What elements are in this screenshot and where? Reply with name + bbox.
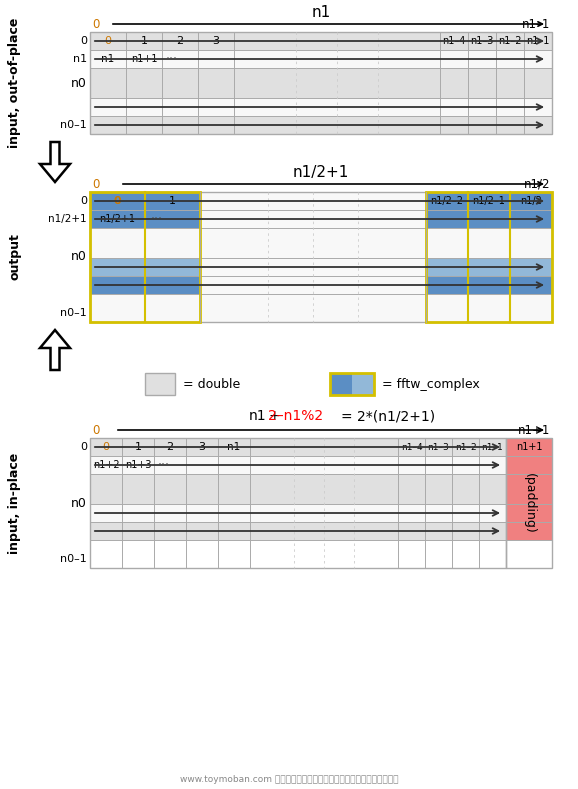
Bar bbox=[506, 438, 552, 568]
Text: 1: 1 bbox=[140, 36, 147, 46]
Bar bbox=[426, 192, 552, 322]
Text: = fftw_complex: = fftw_complex bbox=[382, 377, 480, 391]
Bar bbox=[90, 474, 506, 504]
Bar bbox=[90, 522, 506, 540]
Bar bbox=[330, 373, 374, 395]
Bar bbox=[90, 210, 200, 228]
Text: n0–1: n0–1 bbox=[60, 308, 87, 318]
Text: www.toymoban.com 网络图片仅供展示，非存储，如有侵权请联系删除。: www.toymoban.com 网络图片仅供展示，非存储，如有侵权请联系删除。 bbox=[180, 775, 398, 783]
Bar bbox=[90, 228, 200, 258]
Bar bbox=[506, 438, 552, 456]
Polygon shape bbox=[40, 142, 70, 182]
Text: n1: n1 bbox=[101, 54, 114, 64]
Bar bbox=[145, 373, 175, 395]
Text: (padding): (padding) bbox=[523, 473, 535, 533]
Text: n1+3: n1+3 bbox=[125, 460, 151, 470]
Text: 0: 0 bbox=[92, 424, 99, 436]
Text: n1–4: n1–4 bbox=[401, 443, 423, 451]
Bar bbox=[90, 192, 200, 210]
Text: 1: 1 bbox=[135, 442, 142, 452]
Text: output: output bbox=[9, 234, 21, 280]
Bar bbox=[90, 276, 200, 294]
Text: n0: n0 bbox=[71, 250, 87, 264]
Text: 0: 0 bbox=[92, 17, 99, 31]
Bar bbox=[90, 116, 552, 134]
Text: n1–4: n1–4 bbox=[442, 36, 466, 46]
Text: n1: n1 bbox=[312, 5, 331, 20]
Bar bbox=[90, 192, 552, 322]
Text: n1/2: n1/2 bbox=[524, 178, 550, 190]
Text: 0: 0 bbox=[105, 36, 112, 46]
Text: n1: n1 bbox=[227, 442, 240, 452]
Text: n1/2: n1/2 bbox=[520, 196, 542, 206]
Bar bbox=[90, 504, 506, 522]
Text: 0: 0 bbox=[114, 196, 121, 206]
Text: n1–2: n1–2 bbox=[498, 36, 522, 46]
Bar bbox=[426, 228, 552, 258]
Text: n1–2: n1–2 bbox=[455, 443, 476, 451]
Text: n0: n0 bbox=[71, 77, 87, 89]
Text: 3: 3 bbox=[198, 442, 206, 452]
Text: n1–3: n1–3 bbox=[428, 443, 449, 451]
Text: input, in-place: input, in-place bbox=[9, 452, 21, 554]
Text: 1: 1 bbox=[169, 196, 176, 206]
Text: 2: 2 bbox=[176, 36, 184, 46]
Bar bbox=[426, 276, 552, 294]
Text: ···: ··· bbox=[166, 53, 178, 65]
Text: n1/2+1: n1/2+1 bbox=[293, 164, 349, 180]
Text: n1–1: n1–1 bbox=[521, 17, 550, 31]
Bar bbox=[506, 474, 552, 504]
Bar bbox=[506, 504, 552, 522]
Text: = double: = double bbox=[183, 377, 240, 391]
Bar bbox=[506, 456, 552, 474]
Text: 3: 3 bbox=[213, 36, 220, 46]
Text: n0: n0 bbox=[71, 496, 87, 510]
Text: 2: 2 bbox=[166, 442, 173, 452]
Text: n1/2–2: n1/2–2 bbox=[431, 196, 464, 206]
Text: n1/2–1: n1/2–1 bbox=[473, 196, 505, 206]
Text: +: + bbox=[269, 409, 281, 423]
Bar bbox=[90, 438, 506, 568]
Bar bbox=[426, 192, 552, 210]
Text: n1: n1 bbox=[249, 409, 266, 423]
Bar bbox=[90, 50, 552, 68]
Bar bbox=[90, 258, 200, 276]
Bar bbox=[426, 258, 552, 276]
Bar bbox=[90, 98, 552, 116]
Text: input, out-of-place: input, out-of-place bbox=[9, 18, 21, 148]
Text: n1+1: n1+1 bbox=[518, 424, 550, 436]
Text: n1–1: n1–1 bbox=[527, 36, 550, 46]
Text: n1: n1 bbox=[73, 54, 87, 64]
Bar bbox=[90, 192, 200, 322]
Text: 0: 0 bbox=[92, 178, 99, 190]
Text: 0: 0 bbox=[80, 196, 87, 206]
Polygon shape bbox=[40, 330, 70, 370]
Bar bbox=[352, 373, 374, 395]
Bar bbox=[90, 192, 552, 322]
Bar bbox=[90, 32, 552, 50]
Bar bbox=[90, 68, 552, 98]
Text: 0: 0 bbox=[80, 36, 87, 46]
Bar bbox=[90, 438, 506, 456]
Text: ···: ··· bbox=[158, 458, 170, 472]
Bar bbox=[426, 210, 552, 228]
Text: ···: ··· bbox=[151, 212, 163, 226]
Text: n1–1: n1–1 bbox=[481, 443, 503, 451]
Bar bbox=[90, 456, 506, 474]
Text: n0–1: n0–1 bbox=[60, 554, 87, 564]
Text: n0–1: n0–1 bbox=[60, 120, 87, 130]
Bar bbox=[90, 32, 552, 134]
Text: n1+1: n1+1 bbox=[131, 54, 157, 64]
Text: n1/2+1: n1/2+1 bbox=[99, 214, 135, 224]
Text: n1/2+1: n1/2+1 bbox=[49, 214, 87, 224]
Text: = 2*(n1/2+1): = 2*(n1/2+1) bbox=[341, 409, 435, 423]
Bar bbox=[330, 373, 352, 395]
Text: 0: 0 bbox=[80, 442, 87, 452]
Text: n1–3: n1–3 bbox=[470, 36, 494, 46]
Bar bbox=[506, 522, 552, 540]
Text: 0: 0 bbox=[102, 442, 109, 452]
Text: 2–n1%2: 2–n1%2 bbox=[268, 409, 324, 423]
Text: n1+2: n1+2 bbox=[92, 460, 119, 470]
Text: n1+1: n1+1 bbox=[516, 442, 542, 452]
